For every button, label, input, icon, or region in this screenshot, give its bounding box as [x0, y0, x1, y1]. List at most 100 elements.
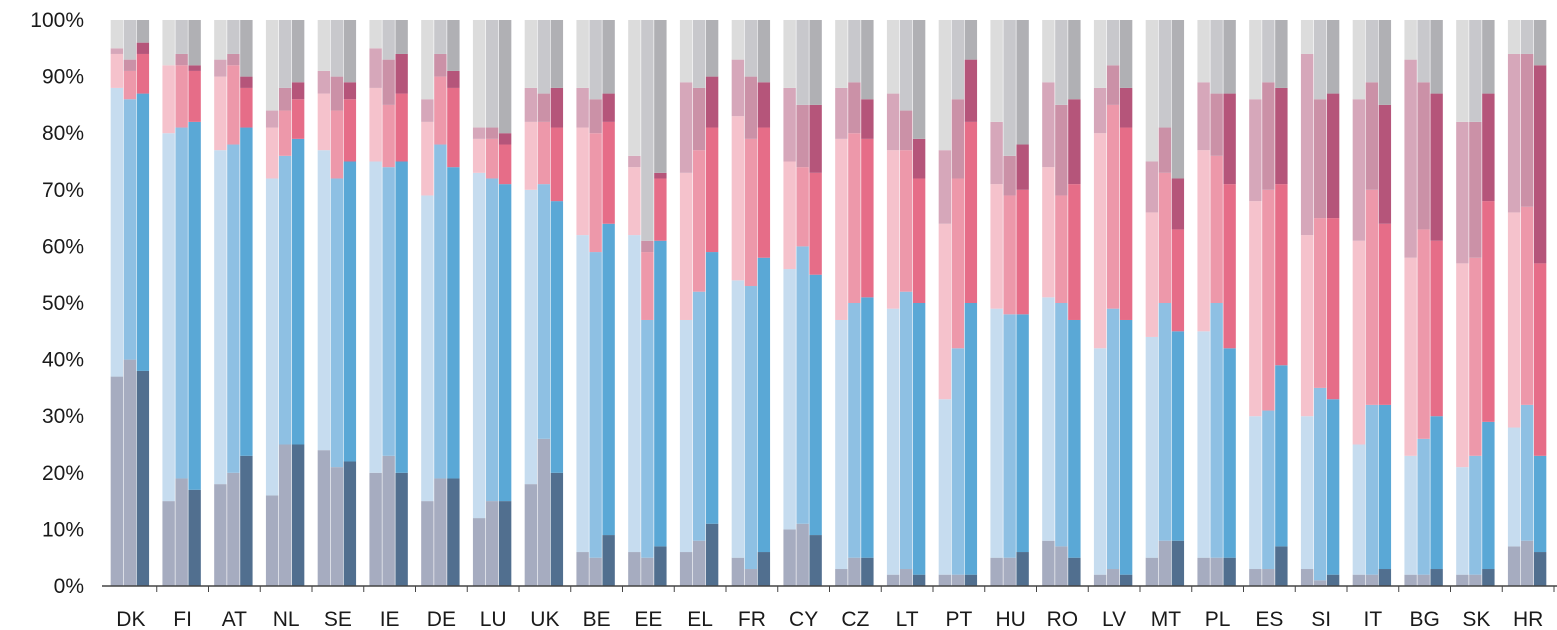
bar-segment-mt-3-5: [1171, 20, 1185, 179]
bar-segment-lu-2-5: [485, 20, 499, 128]
bar-segment-pt-1-5: [938, 20, 952, 151]
bar-segment-ee-3-1: [654, 546, 667, 586]
bar-segment-lu-1-2: [472, 172, 486, 519]
bar-segment-nl-3-4: [291, 82, 305, 100]
bar-segment-bg-2-2: [1417, 438, 1430, 575]
bar-segment-nl-1-1: [265, 495, 279, 586]
bar-segment-it-3-3: [1378, 223, 1392, 405]
bar-segment-nl-1-3: [265, 127, 279, 179]
y-tick-label: 50%: [42, 292, 84, 315]
bar-segment-it-1-4: [1352, 99, 1366, 241]
bar-segment-uk-1-5: [524, 20, 538, 88]
category-group-nl: [265, 20, 305, 586]
bar-segment-lu-3-5: [498, 20, 512, 134]
bar-segment-uk-1-1: [524, 484, 538, 586]
bar-segment-hu-2-5: [1003, 20, 1016, 156]
bar-segment-ee-1-3: [628, 167, 641, 236]
bar-segment-it-2-4: [1365, 82, 1379, 190]
bar-segment-el-2-3: [692, 150, 706, 292]
category-group-se: [317, 20, 357, 586]
bar-segment-nl-2-1: [278, 444, 292, 586]
bar-segment-fi-2-4: [175, 53, 188, 66]
bar-segment-dk-3-5: [136, 20, 150, 43]
x-tick-label-si: SI: [1311, 608, 1331, 630]
bar-segment-sk-1-3: [1456, 263, 1469, 468]
bar-segment-uk-3-3: [550, 127, 564, 202]
bar-segment-pt-2-1: [951, 574, 965, 586]
bar-segment-fi-3-2: [188, 121, 201, 490]
bar-segment-uk-2-4: [537, 93, 551, 122]
bar-segment-ro-2-2: [1055, 303, 1068, 547]
bar-segment-bg-3-3: [1430, 240, 1443, 417]
bar-segment-hr-2-5: [1520, 20, 1534, 54]
bar-segment-lv-1-4: [1093, 87, 1107, 134]
category-group-mt: [1145, 20, 1185, 586]
bar-segment-cz-3-4: [861, 99, 874, 139]
bar-segment-lt-1-3: [886, 150, 900, 309]
bar-segment-ro-1-1: [1042, 540, 1055, 586]
bar-segment-de-1-2: [421, 195, 434, 502]
bar-segment-dk-1-3: [110, 53, 124, 88]
x-tick-label-mt: MT: [1151, 608, 1181, 630]
bar-segment-pl-2-2: [1210, 303, 1223, 558]
bar-segment-lv-3-5: [1119, 20, 1133, 88]
bar-segment-at-1-2: [214, 150, 227, 485]
bar-segment-cy-3-1: [809, 535, 822, 586]
bar-segment-fr-3-3: [757, 127, 771, 258]
bar-segment-uk-3-1: [550, 472, 564, 586]
bar-segment-ro-1-3: [1042, 167, 1055, 298]
bar-segment-hr-3-4: [1533, 65, 1547, 264]
bar-segment-de-1-5: [421, 20, 434, 100]
bar-segment-nl-1-4: [265, 110, 279, 128]
bar-segment-it-3-1: [1378, 569, 1392, 586]
bar-segment-hr-1-3: [1507, 212, 1521, 428]
category-group-dk: [110, 20, 150, 586]
bar-segment-el-2-1: [692, 540, 706, 586]
bar-segment-sk-3-3: [1482, 201, 1495, 422]
bar-segment-fr-2-3: [744, 138, 758, 287]
bar-segment-es-1-3: [1249, 201, 1262, 417]
bar-segment-it-3-4: [1378, 104, 1392, 224]
bar-segment-at-3-2: [240, 127, 253, 456]
bar-segment-be-3-3: [602, 121, 615, 224]
bar-segment-se-1-5: [317, 20, 331, 71]
bar-segment-it-2-5: [1365, 20, 1379, 83]
bar-segment-de-3-2: [447, 167, 460, 479]
category-group-ee: [628, 20, 667, 586]
bar-segment-ie-2-2: [382, 167, 395, 456]
bar-segment-es-2-5: [1262, 20, 1275, 83]
bar-segment-it-3-5: [1378, 20, 1392, 105]
bar-segment-nl-2-4: [278, 87, 292, 111]
bar-segment-lv-1-5: [1093, 20, 1107, 88]
y-tick-label: 40%: [42, 349, 84, 372]
bar-segment-nl-2-5: [278, 20, 292, 88]
bar-segment-bg-1-2: [1404, 455, 1417, 575]
bar-segment-sk-3-5: [1482, 20, 1495, 94]
bar-segment-de-3-3: [447, 87, 460, 168]
bar-segment-sk-1-1: [1456, 574, 1469, 586]
bar-segment-fi-1-3: [162, 65, 175, 134]
bar-segment-hr-1-1: [1507, 546, 1521, 586]
bar-segment-se-2-4: [330, 76, 344, 111]
bar-segment-fr-2-5: [744, 20, 758, 77]
x-tick-label-uk: UK: [530, 608, 559, 630]
bar-segment-lv-1-2: [1093, 348, 1107, 575]
bar-segment-bg-1-3: [1404, 257, 1417, 456]
bar-segment-sk-3-2: [1482, 421, 1495, 570]
bar-segment-lu-3-4: [498, 133, 512, 145]
category-group-ie: [369, 20, 408, 586]
bar-segment-nl-1-5: [265, 20, 279, 111]
bar-segment-cy-3-5: [809, 20, 822, 105]
bar-segment-hr-3-2: [1533, 455, 1547, 553]
bar-segment-pl-1-4: [1197, 82, 1210, 151]
bar-segment-ie-2-5: [382, 20, 395, 60]
bar-segment-nl-1-2: [265, 178, 279, 496]
bar-segment-de-1-1: [421, 501, 434, 586]
bar-segment-cy-2-5: [796, 20, 809, 105]
bar-segment-lv-2-2: [1106, 308, 1120, 570]
bar-segment-es-3-3: [1275, 184, 1288, 366]
bar-segment-hr-1-5: [1507, 20, 1521, 54]
bar-segment-lu-1-3: [472, 138, 486, 173]
bar-segment-es-3-5: [1275, 20, 1288, 88]
bar-segment-el-2-5: [692, 20, 706, 88]
